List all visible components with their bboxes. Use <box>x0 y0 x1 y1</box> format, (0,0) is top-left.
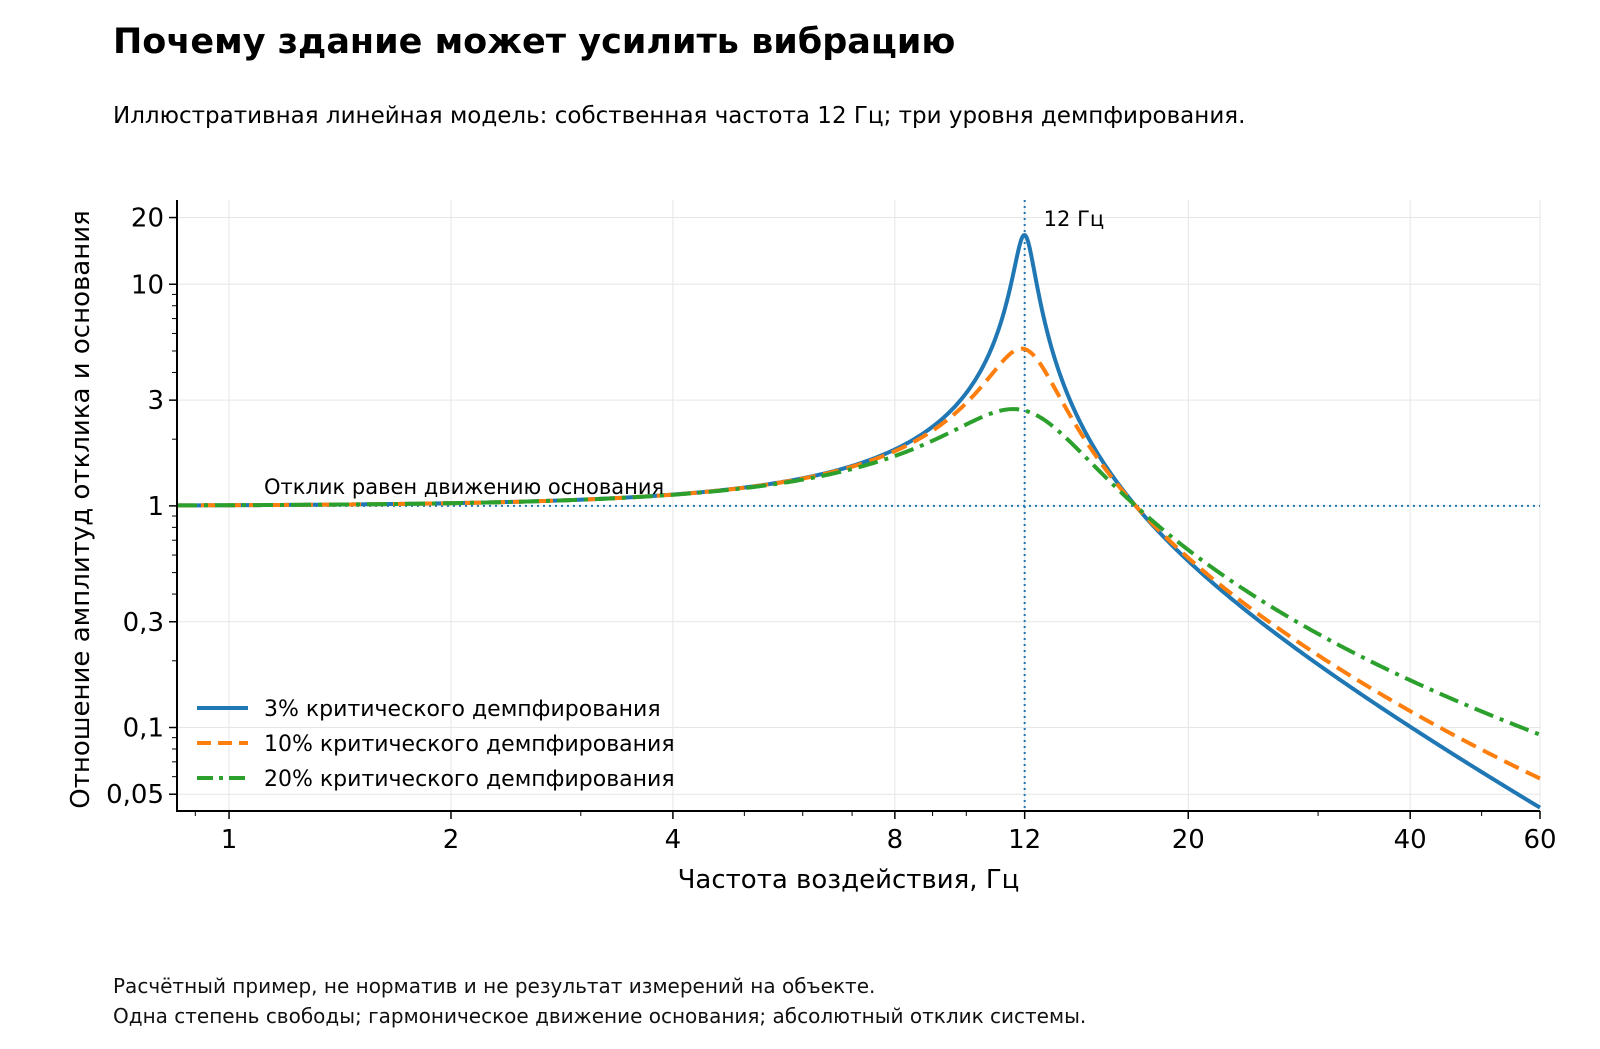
y-tick-label: 10 <box>131 270 164 300</box>
series-line-2 <box>176 346 1541 781</box>
x-tick-label: 40 <box>1394 825 1427 855</box>
series-lines <box>176 233 1542 810</box>
chart-title: Почему здание может усилить вибрацию <box>113 22 956 62</box>
footnote-1: Расчётный пример, не норматив и не резул… <box>113 974 876 998</box>
y-tick-label: 0,05 <box>106 780 164 810</box>
series-line-3 <box>176 407 1541 737</box>
x-tick-label: 60 <box>1523 825 1556 855</box>
y-tick-label: 1 <box>147 492 164 522</box>
footnote-2: Одна степень свободы; гармоническое движ… <box>113 1004 1087 1028</box>
y-tick-label: 3 <box>147 386 164 416</box>
x-axis-label: Частота воздействия, Гц <box>678 865 1020 895</box>
legend-label-1: 3% критического демпфирования <box>264 697 661 722</box>
y-axis-label: Отношение амплитуд отклика и основания <box>66 210 96 809</box>
y-tick-label: 20 <box>131 204 164 234</box>
x-tick-label: 20 <box>1172 825 1205 855</box>
legend-label-2: 10% критического демпфирования <box>264 732 675 757</box>
chart-subtitle: Иллюстративная линейная модель: собствен… <box>113 103 1246 129</box>
y-tick-label: 0,1 <box>123 714 164 744</box>
reference-lines <box>177 200 1540 811</box>
y-tick-label: 0,3 <box>123 608 164 638</box>
unity-response-label: Отклик равен движению основания <box>264 475 664 499</box>
x-tick-label: 4 <box>665 825 682 855</box>
legend: 3% критического демпфирования 10% критиче… <box>197 697 675 792</box>
natural-frequency-label: 12 Гц <box>1044 207 1105 231</box>
legend-label-3: 20% критического демпфирования <box>264 767 675 792</box>
x-tick-label: 2 <box>443 825 460 855</box>
x-tick-label: 12 <box>1008 825 1041 855</box>
x-tick-label: 1 <box>221 825 238 855</box>
x-tick-label: 8 <box>887 825 904 855</box>
